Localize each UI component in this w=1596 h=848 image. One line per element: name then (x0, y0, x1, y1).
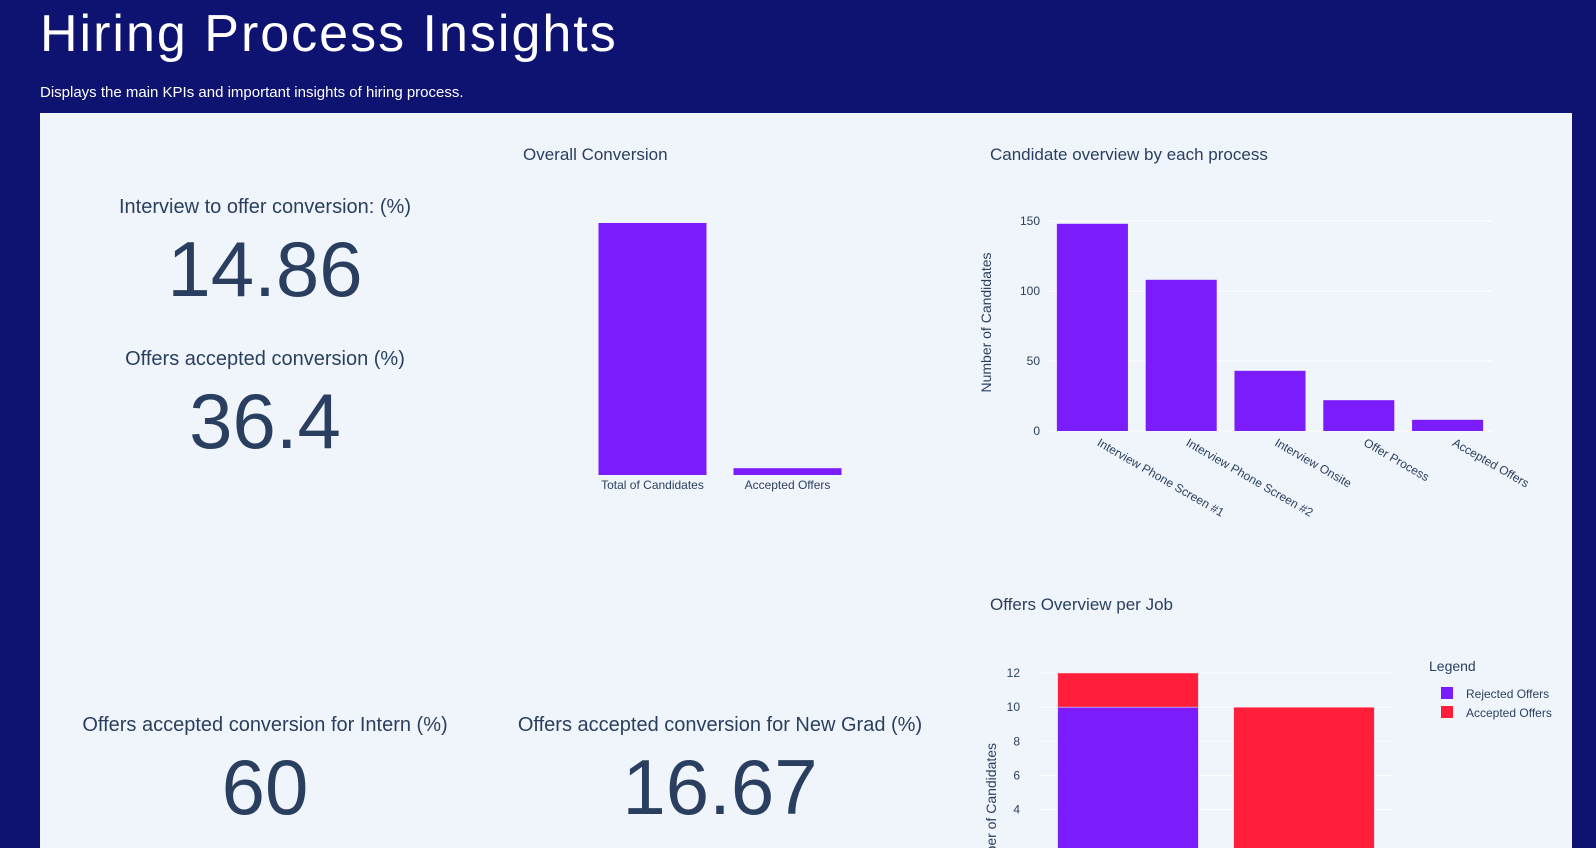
offers-ytick-6: 6 (1013, 768, 1020, 782)
page-title: Hiring Process Insights (40, 5, 618, 63)
dashboard-panel: Interview to offer conversion: (%) 14.86… (40, 113, 1572, 848)
page-subtitle: Displays the main KPIs and important ins… (40, 84, 464, 101)
process-bar-offer-process (1323, 400, 1395, 431)
offers-legend-swatch-accepted-offers (1441, 706, 1453, 718)
process-tick-label-accepted-offers: Accepted Offers (1450, 435, 1531, 490)
offers-ytick-8: 8 (1013, 734, 1020, 748)
kpi-offers-accepted-label: Offers accepted conversion (%) (125, 348, 405, 370)
process-bar-interview-onsite (1234, 370, 1306, 431)
overall-tick-label-accepted-offers: Accepted Offers (745, 478, 831, 492)
offers-ytick-12: 12 (1007, 666, 1021, 680)
overall-bar-accepted-offers (733, 468, 842, 475)
overall-tick-label-total-of-candidates: Total of Candidates (601, 478, 704, 492)
offers-legend-accepted-offers: Accepted Offers (1466, 706, 1552, 720)
kpi-new-grad-value: 16.67 (622, 743, 818, 831)
overall-chart-title: Overall Conversion (523, 145, 668, 164)
offers-chart-title: Offers Overview per Job (990, 595, 1173, 614)
offers-ytick-4: 4 (1013, 803, 1020, 817)
kpi-new-grad-label: Offers accepted conversion for New Grad … (517, 714, 923, 736)
offers-bar-accepted-offers-1 (1233, 706, 1375, 848)
process-ytick-50: 50 (1027, 354, 1041, 368)
kpi-intern-label: Offers accepted conversion for Intern (%… (82, 714, 448, 736)
process-ytick-0: 0 (1033, 424, 1040, 438)
offers-legend-swatch-rejected-offers (1441, 687, 1453, 699)
overall-conversion-chart: Total of Candidates Accepted Offers 0 50 100… (598, 214, 1552, 848)
process-bar-interview-phone-screen-2 (1145, 279, 1217, 431)
process-bar-interview-phone-screen-1 (1056, 223, 1128, 431)
kpi-offers-accepted-value: 36.4 (189, 377, 341, 465)
offers-bar-rejected-offers-0 (1057, 706, 1199, 848)
overall-bar-total-of-candidates (598, 223, 707, 475)
process-tick-label-offer-process: Offer Process (1361, 435, 1431, 484)
process-bar-accepted-offers (1412, 419, 1484, 431)
offers-legend-title: Legend (1429, 658, 1476, 674)
kpi-interview-to-offer-label: Interview to offer conversion: (%) (119, 196, 411, 218)
process-tick-label-interview-onsite: Interview Onsite (1273, 435, 1355, 490)
offers-legend-rejected-offers: Rejected Offers (1466, 687, 1549, 701)
kpi-intern-value: 60 (221, 743, 309, 831)
process-chart-title: Candidate overview by each process (990, 145, 1268, 164)
offers-ytick-10: 10 (1007, 700, 1021, 714)
kpi-interview-to-offer-value: 14.86 (167, 225, 363, 313)
process-ytick-150: 150 (1020, 214, 1040, 228)
offers-bar-accepted-offers-0 (1057, 672, 1199, 708)
offers-y-axis-label: Number of Candidates (983, 743, 999, 848)
process-ytick-100: 100 (1020, 284, 1040, 298)
process-y-axis-label: Number of Candidates (978, 252, 994, 392)
